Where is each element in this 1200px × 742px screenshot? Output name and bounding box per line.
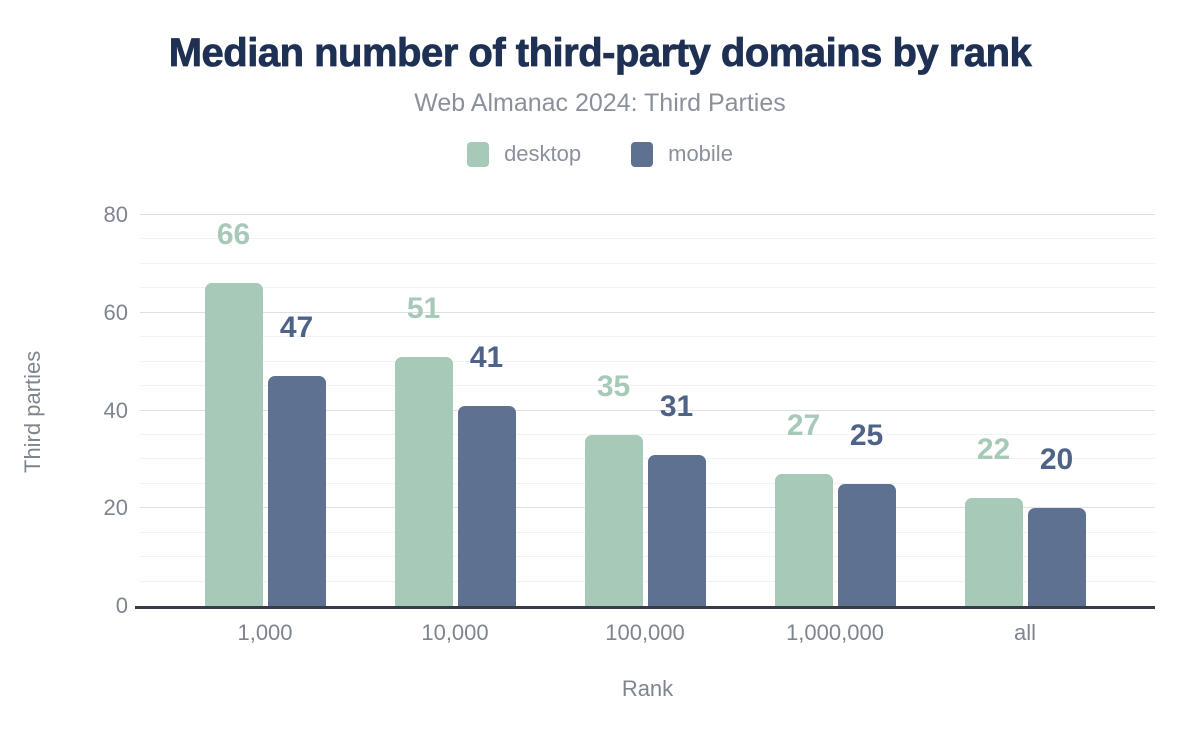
value-label-mobile: 47 (279, 311, 314, 345)
bar-desktop[interactable]: 22 (964, 435, 1023, 606)
bar-mobile[interactable]: 25 (837, 420, 896, 606)
legend-item-desktop[interactable]: desktop (467, 141, 581, 167)
bar-fill (584, 434, 643, 606)
y-axis-ticks: 0 20 40 60 80 (0, 204, 128, 617)
value-label-mobile: 31 (659, 389, 694, 423)
bar-mobile[interactable]: 31 (647, 391, 706, 606)
bar-fill (204, 283, 263, 606)
bar-desktop[interactable]: 35 (584, 371, 643, 606)
legend-label: desktop (504, 141, 582, 166)
bar-fill (964, 498, 1023, 606)
y-tick-label: 40 (103, 397, 128, 423)
x-tick-label: 100,000 (605, 620, 685, 645)
chart-title: Median number of third-party domains by … (168, 31, 1032, 76)
bar-fill (837, 483, 896, 606)
legend-item-mobile[interactable]: mobile (631, 141, 733, 167)
y-tick-label: 0 (115, 593, 128, 618)
minor-gridline (140, 262, 1155, 264)
minor-gridline (140, 385, 1155, 387)
legend-swatch (467, 141, 490, 167)
legend-label: mobile (668, 141, 733, 166)
bar-fill (267, 376, 326, 606)
bar-group: 51 41 (360, 215, 550, 606)
bar-fill (1027, 508, 1086, 606)
bar-mobile[interactable]: 41 (457, 342, 516, 606)
minor-gridline (140, 433, 1155, 435)
legend-swatch (631, 141, 654, 167)
value-label-mobile: 41 (469, 340, 504, 374)
x-axis-title: Rank (621, 676, 674, 701)
bar-fill (394, 356, 453, 606)
bar-group: 22 20 (930, 215, 1120, 606)
bar-group: 35 31 (550, 215, 740, 606)
minor-gridline (140, 287, 1155, 289)
x-axis-ticks: 1,000 10,000 100,000 1,000,000 all (170, 620, 1120, 646)
bar-mobile[interactable]: 47 (267, 313, 326, 606)
x-tick-label: 1,000,000 (786, 620, 884, 645)
bars-strip: 66 47 51 41 35 31 27 25 22 20 (170, 215, 1120, 606)
major-gridline (140, 311, 1155, 313)
chart-subtitle: Web Almanac 2024: Third Parties (414, 89, 786, 117)
minor-gridline (140, 336, 1155, 338)
legend: desktop mobile (0, 141, 1200, 167)
bar-fill (647, 454, 706, 606)
plot-area: 66 47 51 41 35 31 27 25 22 20 (135, 214, 1155, 609)
minor-gridline (140, 360, 1155, 362)
value-label-desktop: 27 (786, 409, 821, 443)
bar-fill (774, 474, 833, 606)
x-axis-baseline (135, 606, 1155, 609)
value-label-mobile: 25 (849, 418, 884, 452)
bar-desktop[interactable]: 27 (774, 411, 833, 606)
minor-gridline (140, 238, 1155, 240)
bar-group: 27 25 (740, 215, 930, 606)
value-label-desktop: 51 (406, 291, 441, 325)
bar-desktop[interactable]: 66 (204, 220, 263, 606)
bar-group: 66 47 (170, 215, 360, 606)
value-label-mobile: 20 (1039, 443, 1074, 477)
x-tick-label: 1,000 (237, 620, 293, 645)
value-label-desktop: 35 (596, 369, 631, 403)
bar-desktop[interactable]: 51 (394, 293, 453, 606)
bar-mobile[interactable]: 20 (1027, 445, 1086, 606)
value-label-desktop: 66 (216, 218, 251, 252)
major-gridline (140, 409, 1155, 411)
bar-fill (457, 405, 516, 606)
y-tick-label: 80 (103, 202, 128, 227)
y-tick-label: 60 (103, 299, 128, 325)
y-tick-label: 20 (103, 495, 128, 521)
value-label-desktop: 22 (976, 433, 1011, 467)
major-gridline (140, 214, 1155, 215)
x-tick-label: all (1013, 620, 1036, 645)
x-tick-label: 10,000 (421, 620, 489, 645)
